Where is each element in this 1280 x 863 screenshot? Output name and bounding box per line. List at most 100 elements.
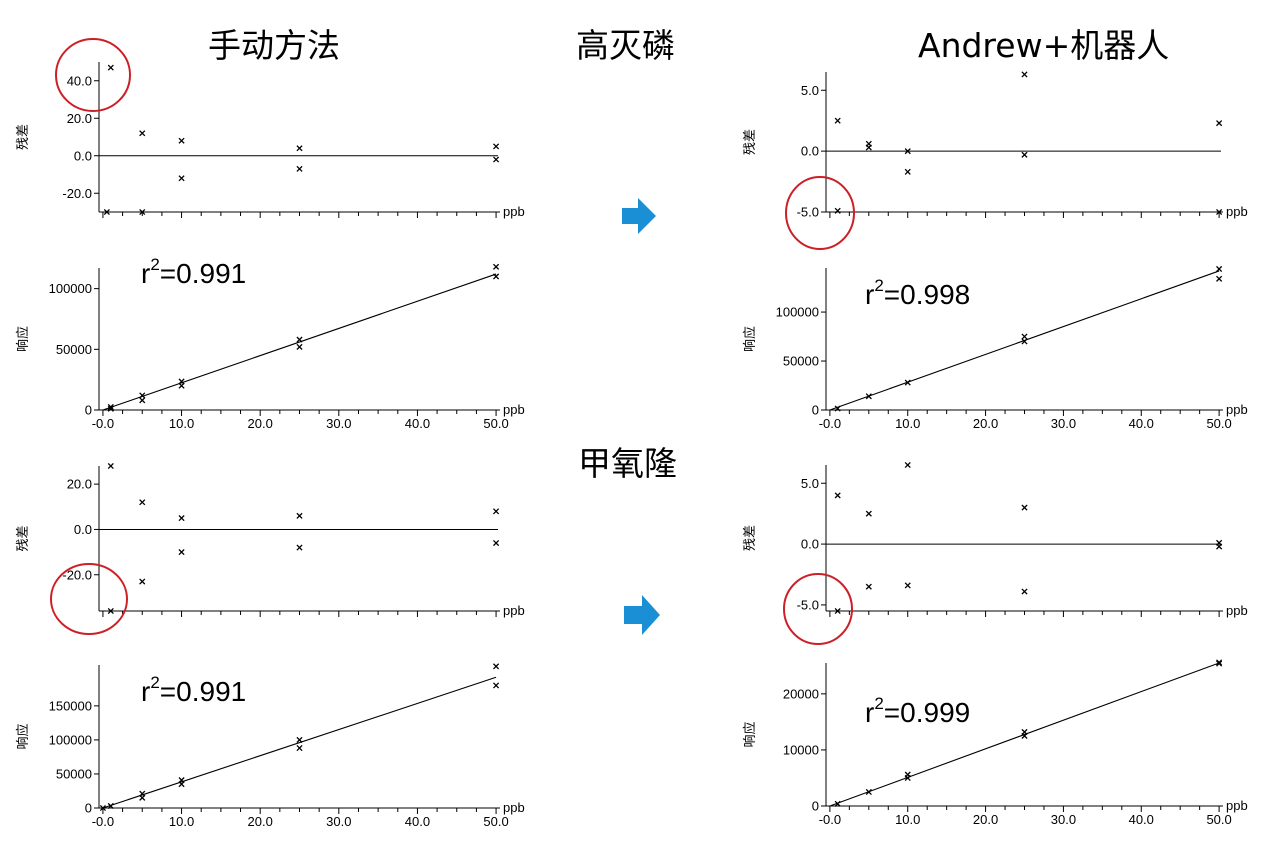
- r-squared-label: r2=0.991: [141, 674, 246, 708]
- highlight-circle: [785, 176, 855, 250]
- data-point: [139, 397, 146, 404]
- data-point: [1021, 504, 1028, 511]
- y-tick-label: -5.0: [797, 597, 819, 612]
- fit-line: [102, 273, 497, 411]
- data-point: [1021, 151, 1028, 158]
- data-point: [178, 549, 185, 556]
- y-tick-label: 100000: [49, 281, 92, 296]
- data-point: [834, 207, 841, 214]
- data-point: [493, 539, 500, 547]
- data-point: [904, 379, 911, 386]
- data-point: [178, 777, 185, 784]
- data-point: [296, 165, 303, 172]
- y-tick-label: 0.0: [74, 148, 92, 163]
- data-point: [865, 510, 872, 517]
- x-tick-label: 30.0: [326, 814, 351, 829]
- data-point: [1216, 660, 1223, 667]
- r-squared-symbol: r: [141, 258, 151, 289]
- x-tick-label: 20.0: [973, 416, 998, 431]
- data-point: [139, 208, 146, 216]
- y-tick-label: 50000: [56, 766, 92, 781]
- x-tick-label: -0.0: [92, 814, 114, 829]
- data-point: [865, 140, 872, 147]
- r-squared-label: r2=0.998: [865, 277, 970, 311]
- x-tick-label: 20.0: [973, 812, 998, 827]
- x-unit-label: ppb: [503, 204, 525, 219]
- data-point: [865, 583, 872, 590]
- x-tick-label: 20.0: [248, 416, 273, 431]
- data-point: [139, 130, 146, 137]
- data-point: [834, 800, 841, 807]
- data-point: [99, 804, 106, 812]
- y-tick-label: 5.0: [801, 476, 819, 491]
- r-squared-exponent: 2: [150, 255, 160, 274]
- fit-line: [102, 676, 497, 809]
- x-tick-label: 40.0: [1129, 416, 1154, 431]
- data-point: [1021, 71, 1028, 78]
- data-point: [178, 137, 185, 144]
- y-tick-label: 0.0: [74, 522, 92, 537]
- y-tick-label: 10000: [783, 742, 819, 757]
- y-tick-label: 0: [85, 801, 92, 816]
- r-squared-exponent: 2: [874, 694, 884, 713]
- data-point: [107, 64, 114, 71]
- data-point: [1216, 208, 1223, 216]
- data-point: [865, 393, 872, 400]
- data-point: [493, 508, 500, 515]
- data-point: [834, 405, 841, 412]
- chart-residual-manual-compound1: -20.0 0.0 20.0 40.0 ppb 残差: [16, 62, 525, 219]
- y-tick-label: 0.0: [801, 144, 819, 159]
- x-tick-label: 10.0: [169, 416, 194, 431]
- data-point: [834, 117, 841, 124]
- chart-residual-manual-compound2: -20.0 0.0 20.0 ppb 残差: [16, 462, 525, 618]
- y-tick-label: 20.0: [67, 111, 92, 126]
- x-tick-label: 30.0: [1051, 812, 1076, 827]
- data-point: [1021, 728, 1028, 736]
- highlight-circle: [55, 38, 131, 112]
- y-tick-label: 0: [812, 799, 819, 814]
- data-point: [178, 175, 185, 182]
- data-point: [1021, 588, 1028, 595]
- data-point: [493, 663, 500, 670]
- heading-compound-2: 甲氧隆: [578, 444, 677, 483]
- r-squared-label: r2=0.999: [865, 694, 970, 729]
- x-tick-label: 10.0: [895, 416, 920, 431]
- data-point: [139, 499, 146, 506]
- data-point: [493, 682, 500, 689]
- data-point: [296, 745, 303, 752]
- data-point: [1021, 333, 1028, 340]
- data-point: [1216, 120, 1223, 127]
- x-tick-label: 40.0: [405, 416, 430, 431]
- x-tick-label: 50.0: [483, 416, 508, 431]
- x-tick-label: 40.0: [405, 814, 430, 829]
- highlight-circle: [50, 563, 128, 635]
- data-point: [904, 461, 911, 469]
- x-tick-label: 50.0: [483, 814, 508, 829]
- data-point: [904, 168, 911, 175]
- x-tick-label: 50.0: [1206, 416, 1231, 431]
- fit-line: [829, 662, 1220, 807]
- y-tick-label: 0: [812, 403, 819, 418]
- data-point: [107, 462, 114, 470]
- y-tick-label: 0.0: [801, 537, 819, 552]
- data-point: [493, 273, 500, 280]
- x-tick-label: 10.0: [895, 812, 920, 827]
- x-tick-label: 40.0: [1129, 812, 1154, 827]
- data-point: [493, 156, 500, 163]
- data-point: [834, 492, 841, 499]
- y-tick-label: 150000: [49, 698, 92, 713]
- x-tick-label: 20.0: [248, 814, 273, 829]
- y-axis-label: 残差: [16, 525, 31, 551]
- y-tick-label: 100000: [49, 732, 92, 747]
- data-point: [904, 148, 911, 155]
- data-point: [834, 607, 841, 615]
- y-axis-label: 响应: [742, 326, 758, 352]
- y-tick-label: 20000: [783, 686, 819, 701]
- y-axis-label: 残差: [16, 124, 31, 150]
- y-tick-label: 50000: [56, 342, 92, 357]
- right-arrow-icon: [622, 198, 656, 234]
